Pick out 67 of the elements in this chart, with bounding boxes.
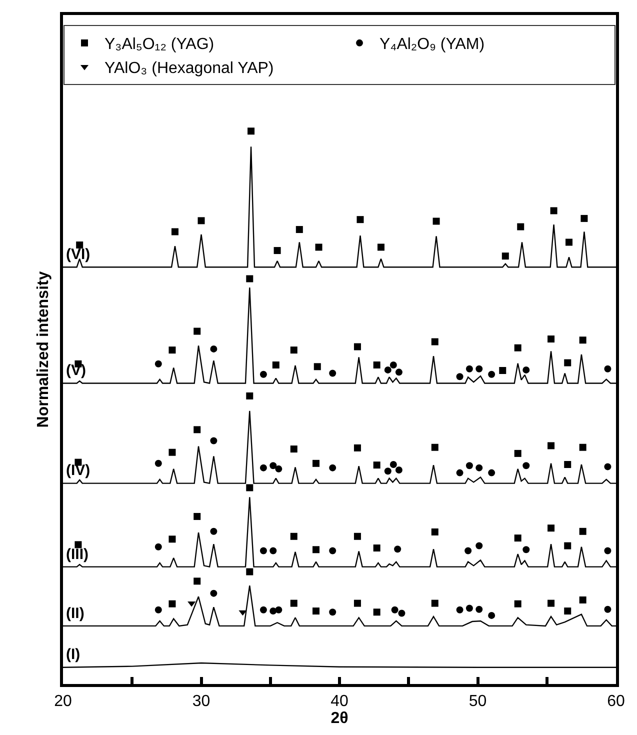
point — [604, 365, 612, 372]
x-tick-label: 60 — [607, 693, 625, 710]
point — [384, 366, 392, 374]
point — [391, 606, 398, 614]
point — [329, 370, 336, 377]
point — [210, 345, 218, 352]
x-axis-title: 2θ — [330, 710, 348, 728]
point — [329, 547, 336, 554]
x-tick-label: 50 — [468, 693, 487, 710]
point — [390, 361, 397, 368]
point — [270, 547, 277, 554]
legend-label: Y₄Al₂O₉ (YAM) — [380, 36, 485, 54]
point — [522, 366, 530, 374]
point — [395, 466, 402, 474]
point — [476, 542, 483, 550]
point — [464, 547, 472, 554]
point — [522, 546, 530, 554]
point — [260, 606, 267, 614]
point — [604, 547, 612, 554]
point — [329, 608, 336, 616]
point — [476, 365, 483, 372]
point — [260, 464, 267, 472]
series-label: (III) — [66, 546, 88, 563]
series-label: (II) — [66, 605, 84, 622]
series-label: (VI) — [66, 246, 90, 263]
point — [390, 461, 397, 468]
point — [394, 546, 402, 553]
point — [604, 606, 612, 613]
legend-label: Y₃Al₅O₁₂ (YAG) — [104, 36, 214, 54]
point — [210, 590, 218, 597]
point — [476, 464, 483, 472]
point — [270, 462, 277, 470]
point — [466, 365, 473, 372]
point — [456, 469, 464, 476]
point — [384, 468, 392, 475]
point — [488, 612, 496, 619]
point — [488, 370, 496, 378]
x-tick-label: 20 — [54, 693, 72, 710]
point — [154, 460, 162, 467]
x-tick-label: 30 — [192, 693, 210, 710]
y-axis-title: Normalized intensity — [34, 271, 52, 428]
point — [275, 606, 282, 614]
point — [329, 464, 336, 472]
point — [488, 469, 496, 476]
series-label: (I) — [66, 646, 80, 663]
point — [604, 463, 612, 470]
point — [154, 543, 162, 550]
point — [210, 528, 218, 535]
point — [456, 373, 464, 380]
point — [210, 437, 218, 444]
point — [522, 462, 530, 470]
point — [154, 606, 162, 614]
point — [476, 606, 483, 613]
point — [456, 606, 464, 614]
point — [395, 368, 402, 376]
point — [260, 547, 267, 554]
point — [466, 462, 473, 470]
x-tick-label: 40 — [330, 693, 348, 710]
point — [275, 465, 282, 472]
point — [238, 610, 247, 616]
point — [270, 608, 277, 615]
point — [466, 604, 473, 612]
point — [398, 610, 406, 617]
point — [260, 370, 267, 378]
series-label: (IV) — [66, 462, 90, 479]
point — [154, 360, 162, 368]
legend-label: YAlO₃ (Hexagonal YAP) — [104, 60, 274, 77]
